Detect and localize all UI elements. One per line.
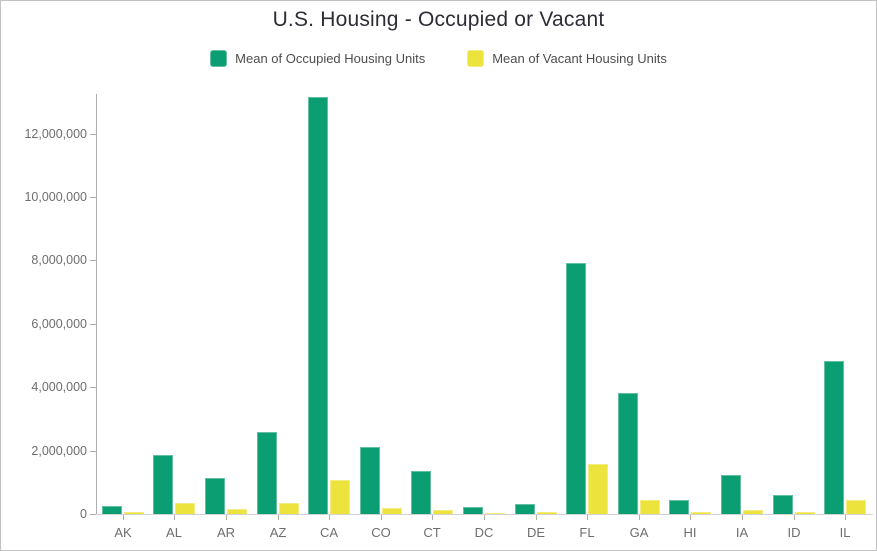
- bar-occupied-CT[interactable]: [411, 471, 431, 514]
- y-axis-label: 12,000,000: [24, 127, 87, 141]
- bar-occupied-DE[interactable]: [515, 504, 535, 514]
- x-axis-tick: [226, 515, 227, 520]
- legend-item-vacant[interactable]: Mean of Vacant Housing Units: [467, 50, 667, 67]
- x-axis-line: [96, 514, 873, 515]
- x-axis-label: AL: [166, 525, 182, 540]
- bar-occupied-AL[interactable]: [153, 455, 173, 514]
- bar-vacant-AL[interactable]: [175, 503, 195, 514]
- x-axis-label: CO: [371, 525, 391, 540]
- x-axis-tick: [794, 515, 795, 520]
- bar-occupied-AR[interactable]: [205, 478, 225, 514]
- x-axis-tick: [174, 515, 175, 520]
- bar-occupied-FL[interactable]: [566, 263, 586, 514]
- bar-vacant-GA[interactable]: [640, 500, 660, 514]
- x-axis-tick: [536, 515, 537, 520]
- bar-occupied-ID[interactable]: [773, 495, 793, 514]
- legend-label-occupied: Mean of Occupied Housing Units: [235, 51, 426, 66]
- y-axis-tick: [90, 387, 96, 388]
- y-axis-label: 4,000,000: [31, 380, 87, 394]
- x-axis-label: DC: [474, 525, 494, 540]
- x-axis-label: FL: [579, 525, 595, 540]
- x-axis-label: AZ: [269, 525, 287, 540]
- x-axis-label: HI: [683, 525, 697, 540]
- bar-vacant-IA[interactable]: [743, 510, 763, 514]
- legend-label-vacant: Mean of Vacant Housing Units: [492, 51, 667, 66]
- x-axis-label: GA: [629, 525, 649, 540]
- x-axis-tick: [278, 515, 279, 520]
- x-axis-label: AK: [114, 525, 132, 540]
- x-axis-tick: [845, 515, 846, 520]
- y-axis-tick: [90, 197, 96, 198]
- bar-vacant-HI[interactable]: [691, 512, 711, 514]
- x-axis-tick: [742, 515, 743, 520]
- chart-title: U.S. Housing - Occupied or Vacant: [272, 8, 605, 31]
- y-axis-label: 8,000,000: [31, 253, 87, 267]
- bar-occupied-CO[interactable]: [360, 447, 380, 514]
- y-axis-tick: [90, 451, 96, 452]
- bar-vacant-DC[interactable]: [485, 513, 505, 514]
- legend-swatch-vacant-icon: [467, 50, 485, 67]
- y-axis-tick: [90, 324, 96, 325]
- legend-item-occupied[interactable]: Mean of Occupied Housing Units: [210, 50, 425, 67]
- x-axis-tick: [329, 515, 330, 520]
- bar-vacant-AR[interactable]: [227, 509, 247, 514]
- bar-occupied-DC[interactable]: [463, 507, 483, 514]
- y-axis-line: [96, 94, 97, 515]
- x-axis-label: IA: [735, 525, 749, 540]
- legend-swatch-occupied-icon: [210, 50, 228, 67]
- bar-vacant-AK[interactable]: [124, 512, 144, 514]
- x-axis-tick: [639, 515, 640, 520]
- x-axis-tick: [484, 515, 485, 520]
- y-axis-tick: [90, 260, 96, 261]
- bar-occupied-IA[interactable]: [721, 475, 741, 514]
- y-axis-label: 2,000,000: [31, 444, 87, 458]
- x-axis-label: IL: [839, 525, 851, 540]
- x-axis-label: CT: [423, 525, 441, 540]
- bar-occupied-CA[interactable]: [308, 97, 328, 514]
- x-axis-label: DE: [526, 525, 546, 540]
- bar-vacant-CT[interactable]: [433, 510, 453, 514]
- x-axis-tick: [381, 515, 382, 520]
- y-axis-tick: [90, 134, 96, 135]
- bar-vacant-ID[interactable]: [795, 512, 815, 514]
- bar-occupied-AK[interactable]: [102, 506, 122, 514]
- bar-vacant-AZ[interactable]: [279, 503, 299, 514]
- x-axis-tick: [690, 515, 691, 520]
- bar-occupied-AZ[interactable]: [257, 432, 277, 514]
- chart-legend: Mean of Occupied Housing Units Mean of V…: [1, 50, 876, 67]
- x-axis-label: CA: [319, 525, 339, 540]
- bar-vacant-DE[interactable]: [537, 512, 557, 514]
- bar-vacant-CA[interactable]: [330, 480, 350, 514]
- bar-vacant-IL[interactable]: [846, 500, 866, 514]
- x-axis-tick: [432, 515, 433, 520]
- bar-occupied-GA[interactable]: [618, 393, 638, 514]
- x-axis-label: AR: [216, 525, 236, 540]
- bar-occupied-HI[interactable]: [669, 500, 689, 514]
- x-axis-label: ID: [787, 525, 801, 540]
- y-axis-label: 6,000,000: [31, 317, 87, 331]
- y-axis-label: 10,000,000: [24, 190, 87, 204]
- y-axis-tick: [90, 514, 96, 515]
- bar-vacant-FL[interactable]: [588, 464, 608, 514]
- x-axis-tick: [123, 515, 124, 520]
- bar-occupied-IL[interactable]: [824, 361, 844, 514]
- x-axis-tick: [587, 515, 588, 520]
- y-axis-label: 0: [80, 507, 87, 521]
- bar-vacant-CO[interactable]: [382, 508, 402, 514]
